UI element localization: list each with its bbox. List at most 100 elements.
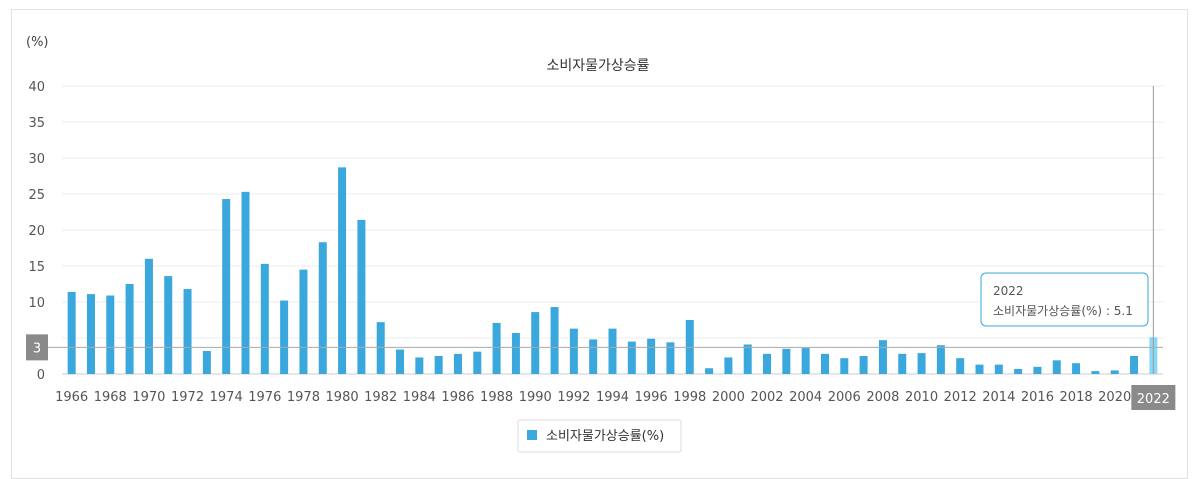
bar-2020[interactable] — [1110, 370, 1119, 374]
legend-swatch — [527, 430, 537, 440]
y-tick-label: 0 — [37, 368, 45, 383]
bar-1978[interactable] — [299, 269, 308, 374]
bar-1992[interactable] — [569, 328, 578, 374]
bar-1997[interactable] — [666, 342, 675, 374]
x-tick-label: 2022 — [1137, 392, 1170, 407]
x-tick-label: 2002 — [750, 390, 783, 405]
crosshair-y-badge — [26, 334, 48, 361]
bar-2003[interactable] — [782, 348, 791, 374]
y-tick-label: 30 — [28, 152, 45, 167]
x-tick-label: 1988 — [480, 390, 513, 405]
x-tick-label: 1978 — [287, 390, 320, 405]
bar-2004[interactable] — [801, 348, 810, 374]
x-tick-label: 2010 — [905, 390, 938, 405]
bar-2009[interactable] — [898, 353, 907, 374]
bar-1976[interactable] — [260, 263, 269, 374]
bar-1988[interactable] — [492, 322, 501, 374]
chart-svg: (%) 소비자물가상승률 0 10 15 20 25 30 35 40 1966 1968 197… — [26, 35, 1176, 453]
legend-label: 소비자물가상승률(%) — [546, 429, 664, 444]
x-tick-label: 1998 — [673, 390, 706, 405]
bar-1970[interactable] — [144, 258, 153, 374]
bar-2010[interactable] — [917, 353, 926, 374]
bar-2011[interactable] — [936, 345, 945, 374]
bar-1979[interactable] — [318, 242, 327, 374]
bar-2018[interactable] — [1072, 363, 1081, 374]
bar-1972[interactable] — [183, 289, 192, 374]
bar-1982[interactable] — [376, 322, 385, 374]
bar-1993[interactable] — [589, 339, 598, 374]
bar-2002[interactable] — [763, 353, 772, 374]
bar-1991[interactable] — [550, 307, 559, 374]
y-tick-label: 40 — [28, 80, 45, 95]
bar-1975[interactable] — [241, 191, 250, 374]
x-tick-label: 2008 — [866, 390, 899, 405]
x-tick-highlight — [1131, 385, 1176, 410]
bar-2001[interactable] — [743, 344, 752, 374]
bar-1974[interactable] — [222, 199, 231, 374]
tooltip-title: 2022 — [993, 284, 1024, 298]
bar-2006[interactable] — [840, 358, 849, 374]
bar-1971[interactable] — [164, 276, 173, 374]
x-tick-label: 1966 — [55, 390, 88, 405]
bar-1990[interactable] — [531, 312, 540, 374]
bar-1980[interactable] — [338, 167, 347, 374]
bar-1981[interactable] — [357, 219, 366, 374]
bar-1986[interactable] — [453, 353, 462, 374]
x-tick-label: 1968 — [94, 390, 127, 405]
bar-1968[interactable] — [106, 295, 115, 374]
bar-2012[interactable] — [956, 358, 965, 374]
x-tick-label: 1984 — [403, 390, 436, 405]
y-tick-label: 15 — [28, 260, 45, 275]
crosshair: 3 — [26, 86, 1163, 374]
bar-2014[interactable] — [994, 364, 1003, 374]
tooltip-value: 소비자물가상승률(%) : 5.1 — [993, 304, 1133, 318]
bar-1987[interactable] — [473, 351, 482, 374]
bar-1985[interactable] — [434, 356, 443, 374]
tooltip-box — [980, 272, 1149, 327]
y-tick-label: 10 — [28, 296, 45, 311]
x-axis-ticks: 1966 1968 1970 1972 1974 1976 1978 1980 1982 1984… — [55, 385, 1176, 410]
bar-1994[interactable] — [608, 328, 617, 374]
bar-1995[interactable] — [627, 341, 636, 374]
bar-2007[interactable] — [859, 356, 868, 374]
bar-1977[interactable] — [280, 300, 289, 374]
x-tick-label: 2020 — [1098, 390, 1131, 405]
bar-1966[interactable] — [67, 291, 76, 374]
bar-1973[interactable] — [202, 350, 211, 374]
x-tick-label: 2016 — [1021, 390, 1054, 405]
y-tick-label: 25 — [28, 188, 45, 203]
y-tick-label: 20 — [28, 224, 45, 239]
bar-1989[interactable] — [511, 332, 520, 374]
bar-1969[interactable] — [125, 284, 134, 374]
legend-box — [517, 419, 682, 453]
bar-2019[interactable] — [1091, 371, 1100, 374]
x-tick-label: 1986 — [441, 390, 474, 405]
x-tick-label: 1996 — [635, 390, 668, 405]
x-tick-label: 1980 — [326, 390, 359, 405]
bar-1996[interactable] — [647, 338, 656, 374]
bar-2016[interactable] — [1033, 366, 1042, 374]
bar-2008[interactable] — [878, 340, 887, 374]
x-tick-label: 2006 — [828, 390, 861, 405]
bar-1984[interactable] — [415, 357, 424, 374]
x-tick-label: 1994 — [596, 390, 629, 405]
x-tick-label: 1976 — [248, 390, 281, 405]
bar-2013[interactable] — [975, 364, 984, 374]
tooltip: 2022 소비자물가상승률(%) : 5.1 — [980, 272, 1149, 327]
bar-2005[interactable] — [820, 353, 829, 374]
bar-1983[interactable] — [396, 349, 405, 374]
crosshair-y-label: 3 — [33, 341, 41, 356]
bar-2017[interactable] — [1052, 360, 1061, 374]
x-tick-label: 1990 — [519, 390, 552, 405]
bar-2000[interactable] — [724, 357, 733, 374]
bar-2015[interactable] — [1014, 368, 1023, 374]
x-tick-label: 1974 — [210, 390, 243, 405]
y-unit-label: (%) — [26, 35, 49, 50]
bar-1967[interactable] — [86, 294, 95, 374]
bar-2021[interactable] — [1130, 356, 1139, 374]
bar-1999[interactable] — [705, 368, 714, 374]
x-tick-label: 1992 — [557, 390, 590, 405]
legend[interactable]: 소비자물가상승률(%) — [517, 419, 682, 453]
chart-title: 소비자물가상승률 — [546, 58, 649, 74]
y-tick-label: 35 — [28, 116, 45, 131]
